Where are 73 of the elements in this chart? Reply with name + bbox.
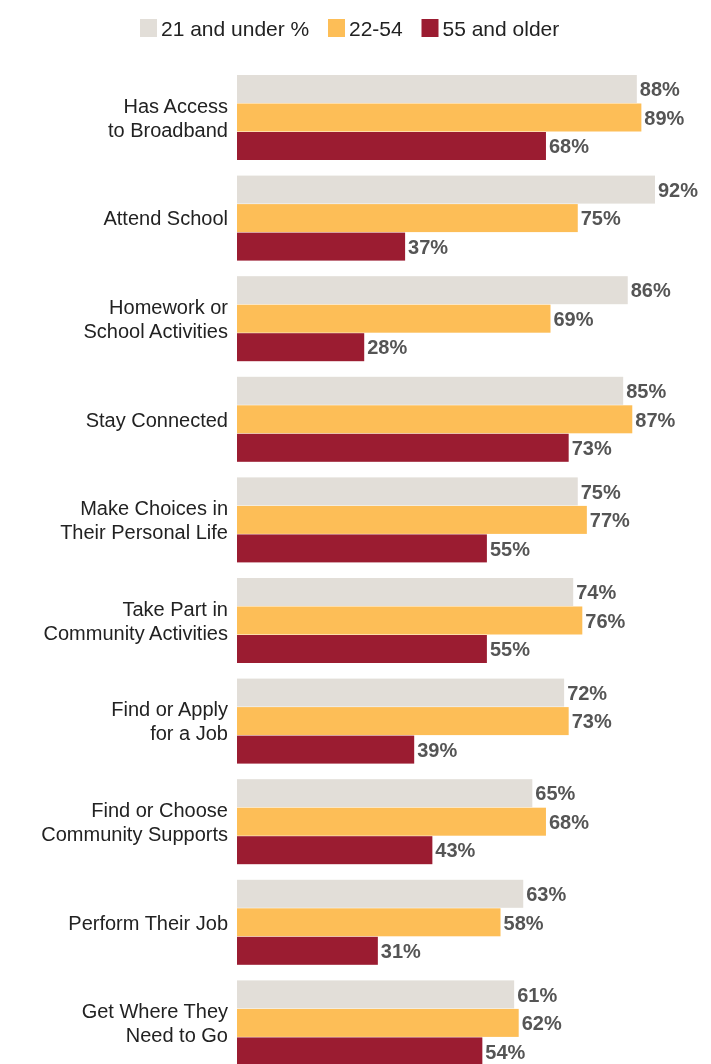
bar — [237, 606, 583, 635]
data-label: 88% — [639, 78, 681, 101]
y-tick-label: Attend School — [103, 207, 228, 230]
data-label: 92% — [658, 178, 699, 201]
bar — [237, 276, 628, 305]
bar — [237, 879, 524, 908]
bar — [237, 132, 546, 160]
bar — [237, 505, 587, 534]
y-tick-label: Make Choices in Their Personal Life — [60, 497, 228, 544]
data-label: 76% — [585, 609, 626, 632]
y-tick-label: Has Access to Broadband — [107, 94, 228, 141]
data-label: 73% — [571, 437, 612, 460]
bar — [237, 980, 515, 1009]
data-label: 77% — [589, 509, 631, 532]
y-tick-label: Take Part in Community Activities — [43, 597, 228, 644]
bar — [237, 779, 533, 808]
bar — [237, 405, 633, 434]
y-tick-label: Stay Connected — [85, 408, 228, 431]
y-tick-label: Homework or School Activities — [83, 295, 229, 342]
bar — [237, 477, 578, 506]
data-label: 89% — [644, 106, 685, 129]
bar — [237, 735, 415, 764]
bar — [237, 807, 546, 836]
bar — [237, 1037, 483, 1064]
data-label: 65% — [535, 782, 576, 805]
data-label: 62% — [521, 1012, 562, 1035]
data-label: 75% — [580, 207, 622, 230]
legend-label: 22-54 — [349, 16, 404, 40]
data-label: 39% — [417, 738, 458, 761]
bar — [237, 707, 569, 736]
data-label: 28% — [367, 336, 408, 359]
y-tick-label: Perform Their Job — [68, 911, 228, 934]
bar — [237, 534, 487, 563]
data-label: 74% — [576, 581, 617, 604]
bar — [237, 232, 406, 261]
y-tick-label: Get Where They Need to Go — [81, 1000, 228, 1047]
data-label: 61% — [517, 983, 558, 1006]
bar — [237, 1008, 519, 1037]
y-tick-label: Find or Choose Community Supports — [41, 798, 228, 845]
bar — [237, 75, 637, 103]
bar — [237, 836, 433, 865]
data-label: 72% — [567, 681, 608, 704]
bar — [237, 376, 624, 405]
legend-label: 55 and older — [442, 16, 560, 40]
data-label: 87% — [635, 408, 676, 431]
data-label: 73% — [571, 710, 612, 733]
data-label: 37% — [408, 235, 449, 258]
data-label: 68% — [548, 135, 590, 158]
data-label: 75% — [580, 480, 622, 503]
bar — [237, 175, 655, 204]
bar — [237, 304, 551, 333]
bar — [237, 333, 365, 362]
bar — [237, 578, 574, 606]
data-label: 55% — [489, 537, 531, 560]
data-label: 86% — [630, 279, 671, 302]
bar — [237, 103, 642, 132]
data-label: 43% — [435, 839, 476, 862]
data-label: 63% — [526, 883, 567, 906]
data-label: 31% — [380, 940, 422, 963]
data-label: 69% — [553, 307, 594, 330]
bar — [237, 204, 578, 233]
bar — [237, 936, 378, 965]
data-label: 68% — [548, 810, 590, 833]
data-label: 55% — [489, 638, 531, 661]
bar — [237, 635, 487, 663]
y-tick-label: Find or Apply for a Job — [111, 698, 228, 745]
legend-label: 21 and under % — [161, 16, 310, 40]
data-label: 58% — [503, 911, 544, 934]
data-label: 54% — [485, 1040, 526, 1063]
bar — [237, 678, 565, 707]
bar — [237, 433, 569, 462]
data-label: 85% — [626, 380, 667, 403]
bar — [237, 908, 501, 937]
